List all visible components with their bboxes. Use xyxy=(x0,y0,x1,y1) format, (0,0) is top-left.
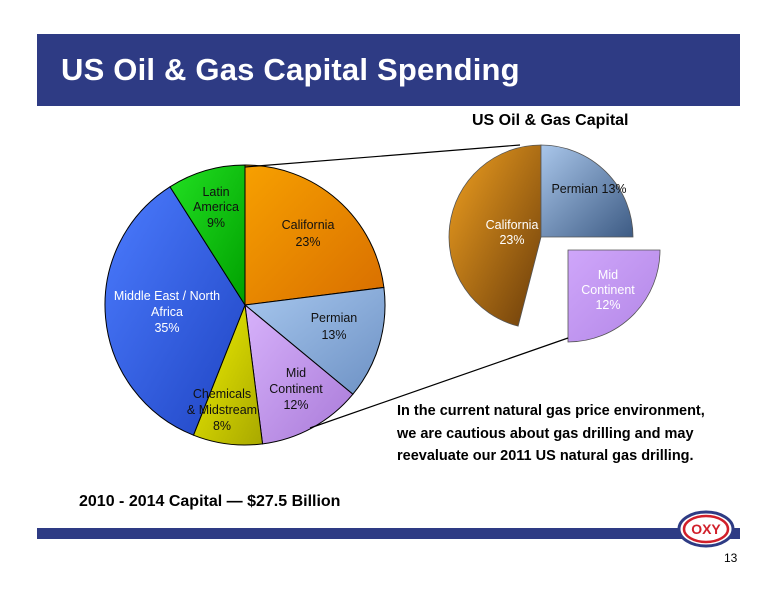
page-title: US Oil & Gas Capital Spending xyxy=(61,52,520,87)
label-mid-continent: Mid Continent 12% xyxy=(269,366,323,412)
label-california: California 23% xyxy=(282,218,335,249)
connector-line-bottom xyxy=(309,337,569,429)
capital-total: 2010 - 2014 Capital — $27.5 Billion xyxy=(79,493,341,510)
page-number: 13 xyxy=(724,551,738,565)
zoom-slice-california xyxy=(448,144,542,327)
label-middle-east: Middle East / North Africa 35% xyxy=(114,289,220,335)
zoom-label-permian: Permian 13% xyxy=(551,182,626,196)
note-line: In the current natural gas price environ… xyxy=(397,403,705,419)
pie-slice-latin-america xyxy=(169,164,246,307)
note-line: we are cautious about gas drilling and m… xyxy=(397,425,694,442)
zoom-pie-chart xyxy=(448,144,661,343)
pie-slice-california xyxy=(244,164,385,306)
label-chemicals: Chemicals & Midstream 8% xyxy=(187,387,257,433)
label-permian: Permian 13% xyxy=(311,311,358,342)
zoom-label-mid-continent: Mid Continent 12% xyxy=(581,268,635,312)
zoom-chart-title: US Oil & Gas Capital xyxy=(472,112,629,129)
commentary-note: In the current natural gas price environ… xyxy=(397,400,742,468)
note-line: reevaluate our 2011 US natural gas drill… xyxy=(397,448,694,464)
connector-line-top xyxy=(244,144,521,168)
svg-text:OXY: OXY xyxy=(691,521,721,537)
footer-bar xyxy=(37,528,740,539)
title-bar: US Oil & Gas Capital Spending xyxy=(37,34,740,106)
zoom-label-california: California 23% xyxy=(486,218,539,247)
oxy-logo: OXY xyxy=(677,510,735,548)
zoom-slice-mid-continent xyxy=(567,249,661,343)
label-latin-america: Latin America 9% xyxy=(193,185,239,230)
pie-slice-permian xyxy=(243,286,386,395)
zoom-slice-permian xyxy=(540,144,634,238)
pie-slice-middle-east-north-africa xyxy=(104,186,246,436)
